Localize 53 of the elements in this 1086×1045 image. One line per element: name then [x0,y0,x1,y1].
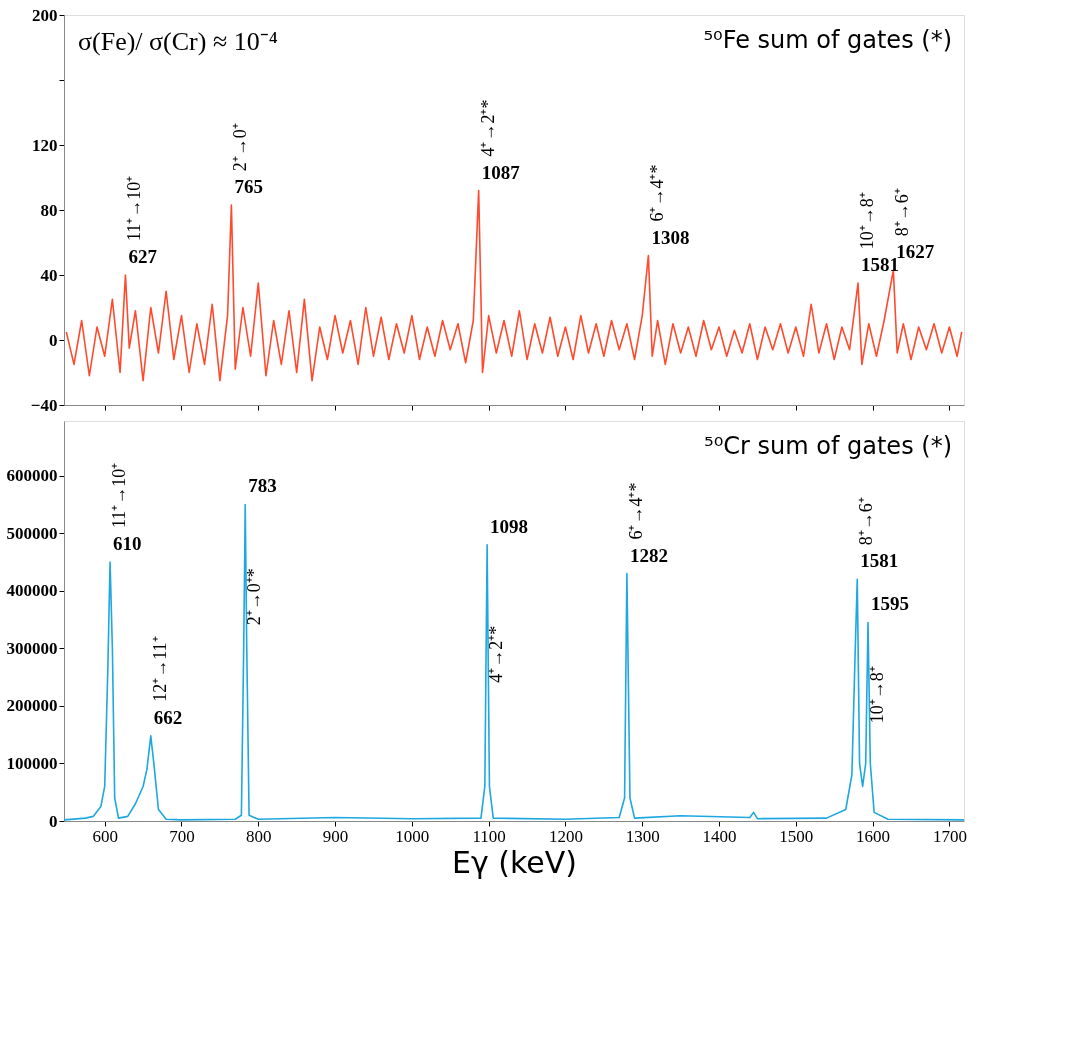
x-tick-label: 700 [169,826,195,846]
y-tick-label: −40 [30,395,58,415]
annotation: 4⁺→2⁺* [477,99,498,157]
x-tick-label: 1700 [932,826,967,846]
x-tick-label: 800 [246,826,272,846]
annotation: 765 [234,176,263,198]
annotation: 662 [153,706,183,728]
annotation: 1282 [629,544,668,566]
x-tick-label: 1000 [395,826,430,846]
x-tick-label: 1200 [548,826,583,846]
x-tick-label: 1100 [472,826,506,846]
y-tick-label: 40 [40,265,58,285]
x-tick-label: 1600 [856,826,891,846]
annotation: 1308 [651,226,690,248]
x-tick-label: 1300 [625,826,660,846]
y-tick-label: 80 [40,200,58,220]
annotation: 12⁺→11⁺ [149,636,170,702]
annotation: ⁵⁰Cr sum of gates (*) [704,432,952,460]
annotation: 1098 [490,515,529,537]
y-tick-label: 0 [49,811,58,831]
y-tick-label: 500000 [6,523,58,543]
x-tick-label: 1500 [779,826,814,846]
y-tick-label: 300000 [6,638,58,658]
annotation: 8⁺→6⁺ [892,188,913,237]
annotation: 6⁺→4⁺* [647,164,668,222]
annotation: 1595 [871,593,910,615]
annotation: 627 [128,246,158,267]
annotation: ⁵⁰Fe sum of gates (*) [703,26,952,54]
y-tick-label: 0 [49,330,58,350]
x-tick-label: 600 [92,826,118,846]
annotation: 11⁺→10⁺ [124,175,145,241]
annotation: 1087 [481,161,521,183]
annotation: 11⁺→10⁺ [109,462,130,529]
annotation: 783 [248,475,277,497]
y-tick-label: 200 [32,5,58,25]
annotation: 6⁺→4⁺* [625,482,646,540]
y-tick-label: 600000 [6,466,58,486]
annotation: 8⁺→6⁺ [856,497,877,546]
annotation: 610 [113,533,142,555]
annotation: 1581 [860,550,899,572]
annotation: 2⁺→0⁺ [230,123,251,172]
y-tick-label: 200000 [6,696,58,716]
y-tick-label: 100000 [6,753,58,773]
annotation: σ(Fe)/ σ(Cr) ≈ 10⁻⁴ [78,27,278,56]
annotation: 10⁺→8⁺ [857,192,878,250]
x-tick-label: 900 [322,826,349,846]
annotation: 2⁺→0⁺* [244,568,265,626]
x-tick-label: 1400 [702,826,737,846]
y-tick-label: 120 [32,135,58,155]
annotation: 4⁺→2⁺* [486,625,507,683]
annotation: 10⁺→8⁺ [867,666,888,724]
y-tick-label: 400000 [6,581,58,601]
x-axis-title: Eγ (keV) [452,844,577,880]
